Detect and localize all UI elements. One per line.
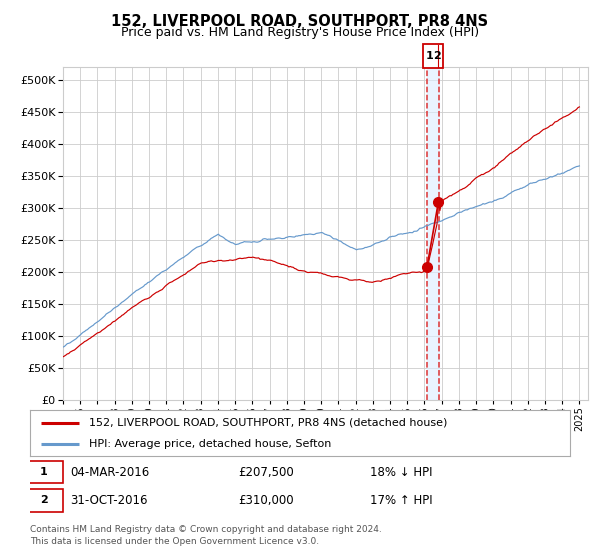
Text: £207,500: £207,500 bbox=[238, 465, 293, 479]
Text: HPI: Average price, detached house, Sefton: HPI: Average price, detached house, Seft… bbox=[89, 439, 332, 449]
Text: Contains HM Land Registry data © Crown copyright and database right 2024.
This d: Contains HM Land Registry data © Crown c… bbox=[30, 525, 382, 546]
Bar bbox=[427, 67, 439, 400]
Text: 31-OCT-2016: 31-OCT-2016 bbox=[71, 494, 148, 507]
Text: 1: 1 bbox=[425, 51, 433, 61]
Text: 152, LIVERPOOL ROAD, SOUTHPORT, PR8 4NS: 152, LIVERPOOL ROAD, SOUTHPORT, PR8 4NS bbox=[112, 14, 488, 29]
Text: 2: 2 bbox=[433, 51, 440, 61]
Text: 17% ↑ HPI: 17% ↑ HPI bbox=[370, 494, 433, 507]
Text: Price paid vs. HM Land Registry's House Price Index (HPI): Price paid vs. HM Land Registry's House … bbox=[121, 26, 479, 39]
Text: £310,000: £310,000 bbox=[238, 494, 293, 507]
Text: 2: 2 bbox=[40, 496, 48, 505]
Text: 04-MAR-2016: 04-MAR-2016 bbox=[71, 465, 150, 479]
Text: 18% ↓ HPI: 18% ↓ HPI bbox=[370, 465, 433, 479]
FancyBboxPatch shape bbox=[25, 461, 64, 483]
Text: 152, LIVERPOOL ROAD, SOUTHPORT, PR8 4NS (detached house): 152, LIVERPOOL ROAD, SOUTHPORT, PR8 4NS … bbox=[89, 418, 448, 428]
FancyBboxPatch shape bbox=[25, 489, 64, 511]
Text: 1: 1 bbox=[40, 467, 48, 477]
